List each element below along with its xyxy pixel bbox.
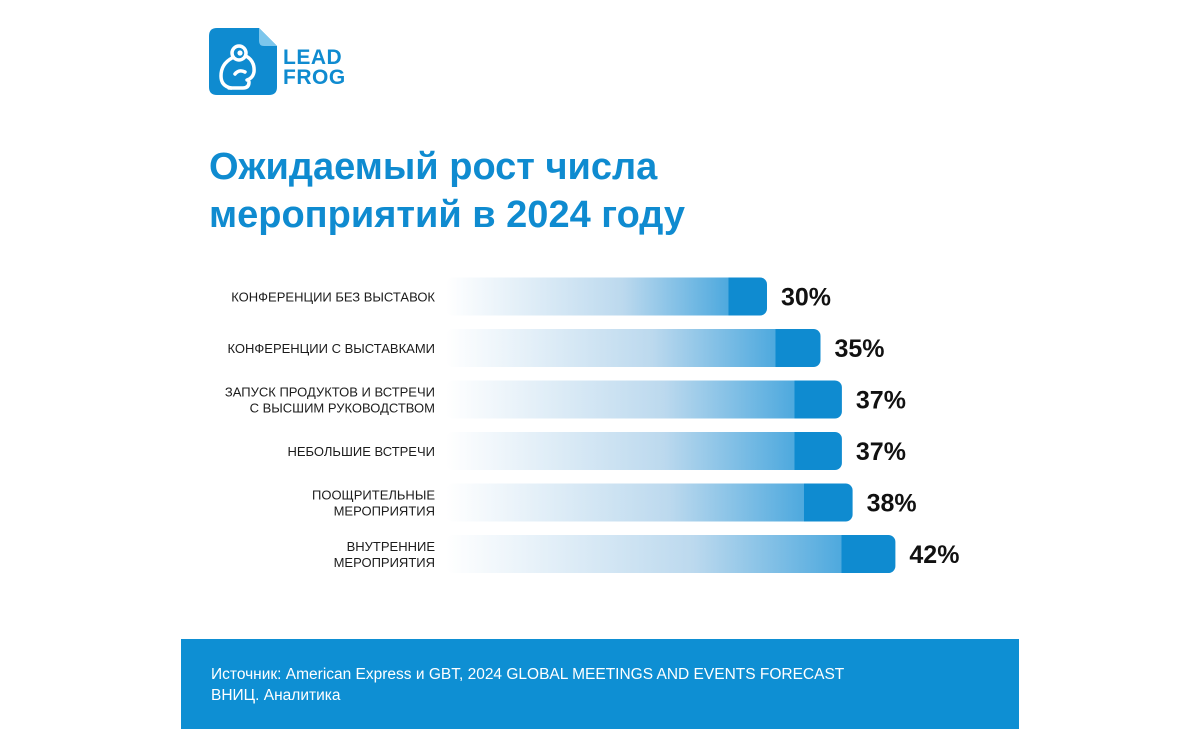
category-label: КОНФЕРЕНЦИИ БЕЗ ВЫСТАВОК [231,290,435,305]
bar [446,329,821,367]
value-label: 38% [867,490,917,518]
value-label: 37% [856,387,906,415]
title-line-1: Ожидаемый рост числа [209,146,658,188]
category-label: НЕБОЛЬШИЕ ВСТРЕЧИ [287,444,435,459]
value-label: 42% [909,541,959,569]
title-line-2: мероприятий в 2024 году [209,194,686,236]
category-label: МЕРОПРИЯТИЯ [334,504,435,519]
bar-chart: КОНФЕРЕНЦИИ БЕЗ ВЫСТАВОК 30% КОНФЕРЕНЦИИ С… [225,277,959,573]
source-line: Источник: American Express и GBT, 2024 G… [211,666,845,683]
category-label: ПООЩРИТЕЛЬНЫЕ [312,488,435,503]
category-label: КОНФЕРЕНЦИИ С ВЫСТАВКАМИ [227,341,435,356]
value-label: 35% [835,335,885,363]
category-label: С ВЫСШИМ РУКОВОДСТВОМ [250,401,435,416]
footer-text: Источник: American Express и GBT, 2024 G… [211,664,844,706]
value-label: 30% [781,284,831,312]
source-footer: Источник: American Express и GBT, 2024 G… [181,639,1019,729]
bar [446,483,853,522]
bar [446,277,767,316]
brand-wordmark: LEAD FROG [283,46,346,89]
bar [446,380,842,419]
frog-icon [209,28,277,95]
page-title: Ожидаемый рост числа мероприятий в 2024 … [209,143,909,239]
category-label: МЕРОПРИЯТИЯ [334,555,435,570]
bar [446,535,896,573]
category-label: ЗАПУСК ПРОДУКТОВ И ВСТРЕЧИ [225,385,435,400]
category-label: ВНУТРЕННИЕ [347,539,436,554]
brand-logo: LEAD FROG [209,28,359,96]
brand-line-2: FROG [283,66,346,89]
brand-line-1: LEAD [283,46,343,69]
bar [446,432,842,470]
publisher-line: ВНИЦ. Аналитика [211,687,341,704]
value-label: 37% [856,438,906,466]
